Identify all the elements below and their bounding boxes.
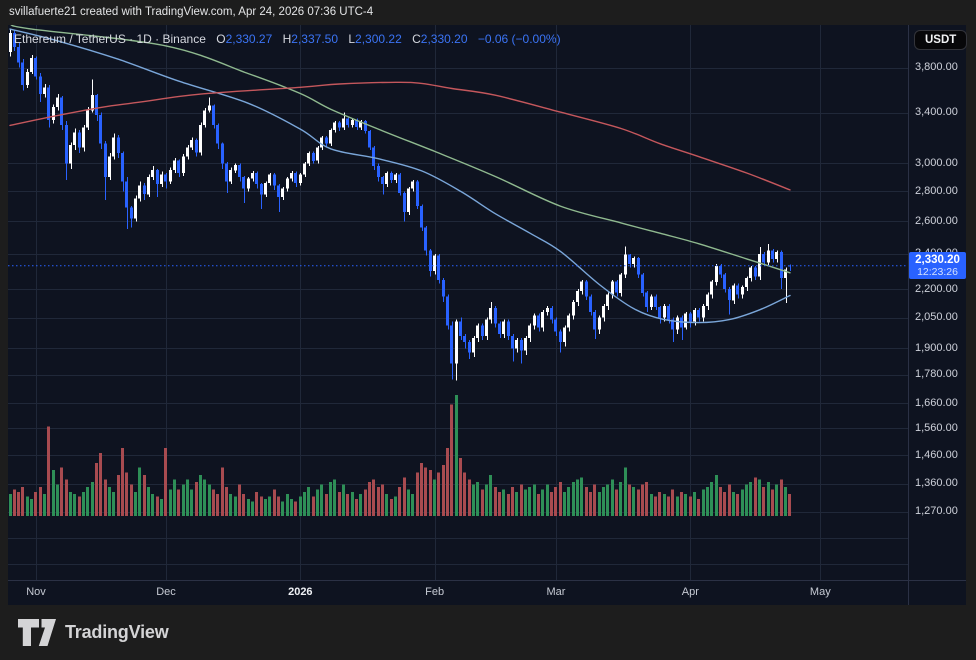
- current-price-badge: 2,330.20 12:23:26: [909, 252, 966, 280]
- tradingview-logo-text: TradingView: [65, 622, 169, 642]
- price-tick-label: 2,600.00: [915, 214, 958, 227]
- price-tick-label: 1,660.00: [915, 396, 958, 409]
- time-tick-label: Apr: [681, 586, 699, 598]
- price-tick-label: 1,780.00: [915, 368, 958, 381]
- price-tick-label: 2,200.00: [915, 282, 958, 295]
- ohlc-close-value: 2,330.20: [420, 32, 468, 46]
- time-tick-label: 2026: [288, 586, 313, 598]
- candles-layer: [9, 28, 791, 381]
- chart-canvas[interactable]: [8, 25, 966, 605]
- price-tick-label: 2,050.00: [915, 311, 958, 324]
- ohlc-high-label: H: [282, 32, 292, 46]
- time-tick-label: Nov: [26, 586, 46, 598]
- ma-fast-blue: [9, 28, 791, 324]
- time-tick-label: Dec: [156, 586, 176, 598]
- ohlc-low-label: L: [348, 32, 356, 46]
- price-tick-label: 1,360.00: [915, 477, 958, 490]
- price-tick-label: 2,800.00: [915, 184, 958, 197]
- footer-bar: TradingView: [0, 605, 976, 660]
- chart-widget: Ethereum / TetherUS · 1D · Binance O2,33…: [8, 25, 968, 605]
- price-tick-label: 3,400.00: [915, 106, 958, 119]
- change-value: −0.06 (−0.00%): [477, 32, 561, 46]
- axis-borders: [8, 25, 966, 605]
- time-tick-label: Feb: [425, 586, 445, 598]
- tradingview-logo[interactable]: TradingView: [18, 618, 169, 647]
- current-price-value: 2,330.20: [915, 254, 960, 267]
- tradingview-logo-icon: [18, 619, 56, 646]
- price-tick-label: 1,900.00: [915, 341, 958, 354]
- ohlc-low-value: 2,300.22: [355, 32, 402, 46]
- price-tick-label: 1,560.00: [915, 421, 958, 434]
- currency-toggle-button[interactable]: USDT: [914, 30, 968, 50]
- price-countdown: 12:23:26: [917, 266, 958, 279]
- time-tick-label: Mar: [546, 586, 566, 598]
- time-tick-label: May: [809, 586, 831, 598]
- price-tick-label: 1,460.00: [915, 448, 958, 461]
- ohlc-open-value: 2,330.27: [225, 32, 273, 46]
- price-tick-label: 1,270.00: [915, 505, 958, 518]
- price-tick-label: 3,000.00: [915, 156, 958, 169]
- ohlc-close-label: C: [412, 32, 421, 46]
- ohlc-high-value: 2,337.50: [291, 32, 339, 46]
- ma-slow-red: [9, 81, 791, 191]
- attribution-bar: svillafuerte21 created with TradingView.…: [0, 0, 976, 25]
- ma-mid-green: [9, 25, 791, 274]
- attribution-text: svillafuerte21 created with TradingView.…: [9, 6, 374, 18]
- ohlc-open-label: O: [216, 32, 226, 46]
- symbol-title: Ethereum / TetherUS · 1D · Binance: [14, 32, 206, 46]
- price-tick-label: 3,800.00: [915, 61, 958, 74]
- volume-layer: [9, 395, 791, 516]
- chart-legend: Ethereum / TetherUS · 1D · Binance O2,33…: [14, 32, 561, 46]
